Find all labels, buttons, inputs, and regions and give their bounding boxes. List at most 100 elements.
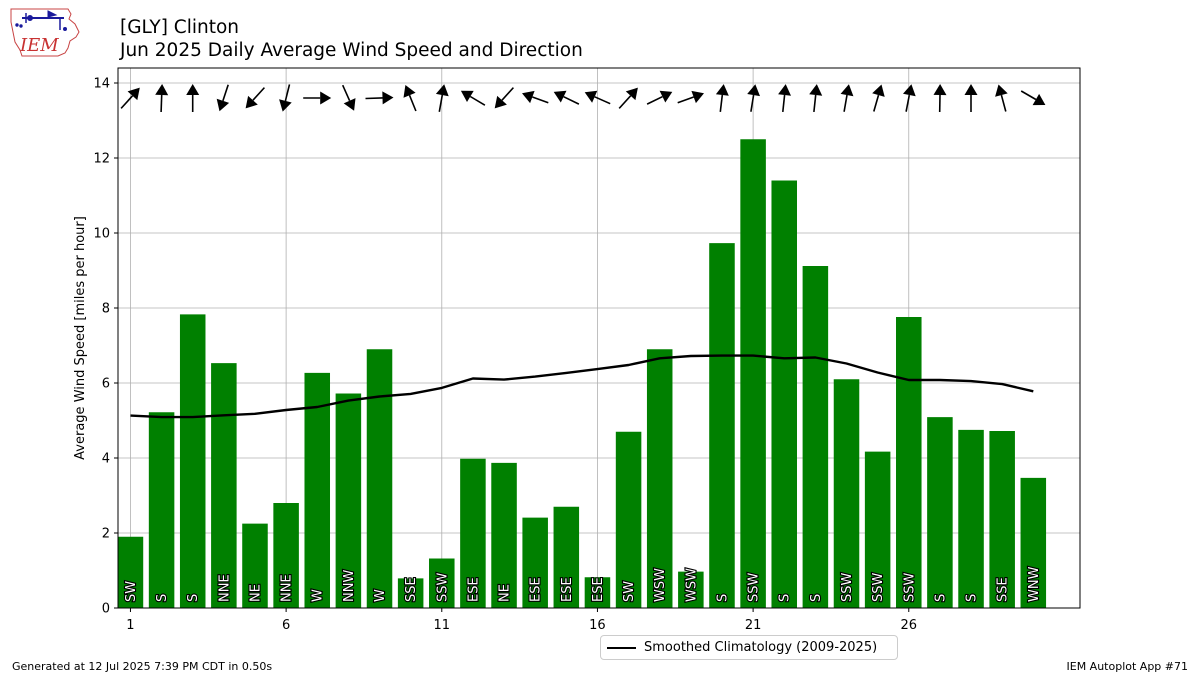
plot-frame xyxy=(117,67,1081,609)
direction-label: SSW xyxy=(902,572,917,602)
wind-arrow-shaft xyxy=(532,96,549,104)
wind-speed-bars xyxy=(117,139,1047,608)
footer-app-text: IEM Autoplot App #71 xyxy=(1066,660,1189,673)
direction-label: SSE xyxy=(996,577,1011,602)
wind-speed-bar xyxy=(709,243,735,608)
wind-arrow-shaft xyxy=(341,84,351,102)
wind-arrow-head xyxy=(553,90,567,103)
wind-arrow-shaft xyxy=(160,94,163,113)
wind-arrow xyxy=(460,90,486,106)
wind-arrow xyxy=(303,91,332,105)
y-tick-label: 4 xyxy=(102,452,110,467)
wind-speed-bar xyxy=(553,506,580,608)
wind-arrow xyxy=(341,84,356,111)
wind-arrow-head xyxy=(382,91,394,105)
y-axis-label: Average Wind Speed [miles per hour] xyxy=(73,216,88,460)
chart-title-description: Jun 2025 Daily Average Wind Speed and Di… xyxy=(120,40,583,61)
wind-speed-bar xyxy=(989,431,1015,608)
wind-speed-bar xyxy=(335,393,362,608)
wind-arrow xyxy=(778,84,791,112)
direction-label: SSW xyxy=(871,572,886,602)
wind-arrow xyxy=(1020,90,1046,106)
wind-arrow-shaft xyxy=(646,95,663,105)
climatology-line-group xyxy=(130,354,1034,419)
wind-arrow-head xyxy=(186,84,200,95)
y-tick-label: 12 xyxy=(93,152,110,167)
wind-arrow-head xyxy=(715,84,729,96)
wind-arrow xyxy=(995,84,1008,112)
climatology-line xyxy=(130,354,1034,419)
wind-arrow-head xyxy=(216,98,230,112)
wind-arrow-head xyxy=(343,98,356,111)
wind-arrow xyxy=(618,87,638,109)
wind-speed-bar xyxy=(366,349,393,608)
direction-labels: SW S S NNE NE NNE W NNW W SSE SSW ESE NE ESE ESE ESE SW W… xyxy=(123,565,1043,603)
direction-label: S xyxy=(186,594,201,602)
wind-arrow xyxy=(964,84,978,112)
wind-arrow-shaft xyxy=(1000,94,1007,112)
x-tick-label: 16 xyxy=(589,618,606,633)
wind-arrow-shaft xyxy=(750,94,755,112)
wind-speed-bar xyxy=(584,577,611,608)
legend-label-climatology: Smoothed Climatology (2009-2025) xyxy=(644,640,878,655)
y-tick-label: 14 xyxy=(93,77,110,92)
x-tick-label: 6 xyxy=(282,618,290,633)
wind-arrow-shaft xyxy=(469,95,486,106)
wind-arrow xyxy=(245,87,265,109)
iem-logo: IEM xyxy=(10,8,80,57)
wind-arrow-shaft xyxy=(252,87,265,101)
legend-line-swatch xyxy=(607,647,636,649)
wind-speed-bar xyxy=(927,417,953,608)
wind-arrow-head xyxy=(320,91,332,105)
wind-arrow xyxy=(872,84,885,112)
wind-arrow xyxy=(677,90,704,104)
direction-label: WNW xyxy=(1027,566,1042,602)
wind-arrow xyxy=(903,84,916,112)
wind-speed-bar xyxy=(460,458,486,608)
wind-arrow-head xyxy=(964,84,978,95)
chart-legend: Smoothed Climatology (2009-2025) xyxy=(600,635,898,660)
y-tick-label: 0 xyxy=(102,602,110,617)
wind-speed-bar xyxy=(615,431,642,608)
wind-arrow xyxy=(494,87,514,109)
wind-arrow-head xyxy=(659,90,673,103)
wind-arrow-shaft xyxy=(594,96,611,105)
wind-speed-bar xyxy=(304,372,331,608)
y-tick-label: 10 xyxy=(93,227,110,242)
wind-arrow-shaft xyxy=(813,94,817,112)
wind-speed-bar xyxy=(958,429,984,608)
wind-arrow xyxy=(553,90,580,105)
wind-arrow-shaft xyxy=(873,94,880,112)
iem-logo-text: IEM xyxy=(19,35,59,56)
wind-speed-bar xyxy=(148,412,175,608)
wind-speed-bar xyxy=(896,317,922,608)
wind-arrow-shaft xyxy=(438,94,444,112)
direction-label: NNE xyxy=(217,574,232,602)
wind-arrow xyxy=(522,90,549,104)
wind-arrow xyxy=(365,91,394,105)
wind-arrow-shaft xyxy=(408,94,417,112)
wind-arrow-head xyxy=(995,84,1008,97)
wind-arrow-head xyxy=(494,95,507,109)
direction-label: SSW xyxy=(747,572,762,602)
wind-speed-bar xyxy=(833,379,860,608)
direction-label: WSW xyxy=(653,568,668,602)
wind-arrow-head xyxy=(840,84,854,97)
wind-speed-bar xyxy=(646,349,673,608)
wind-arrow-shaft xyxy=(563,95,580,105)
direction-label: WSW xyxy=(684,568,699,602)
x-tick-label: 21 xyxy=(745,618,762,633)
wind-arrow-shaft xyxy=(843,94,848,112)
wind-arrow-head xyxy=(778,84,791,96)
wind-arrow-head xyxy=(245,95,258,109)
chart-title-station: [GLY] Clinton xyxy=(120,17,240,38)
wind-arrow-head xyxy=(127,87,140,101)
direction-label: S xyxy=(155,594,170,602)
wind-arrow xyxy=(840,84,854,112)
wind-arrow-head xyxy=(809,84,823,96)
wind-arrow xyxy=(120,87,140,109)
wind-arrow xyxy=(155,84,169,113)
wind-arrow-shaft xyxy=(1020,90,1037,101)
wind-speed-bar xyxy=(522,517,548,608)
